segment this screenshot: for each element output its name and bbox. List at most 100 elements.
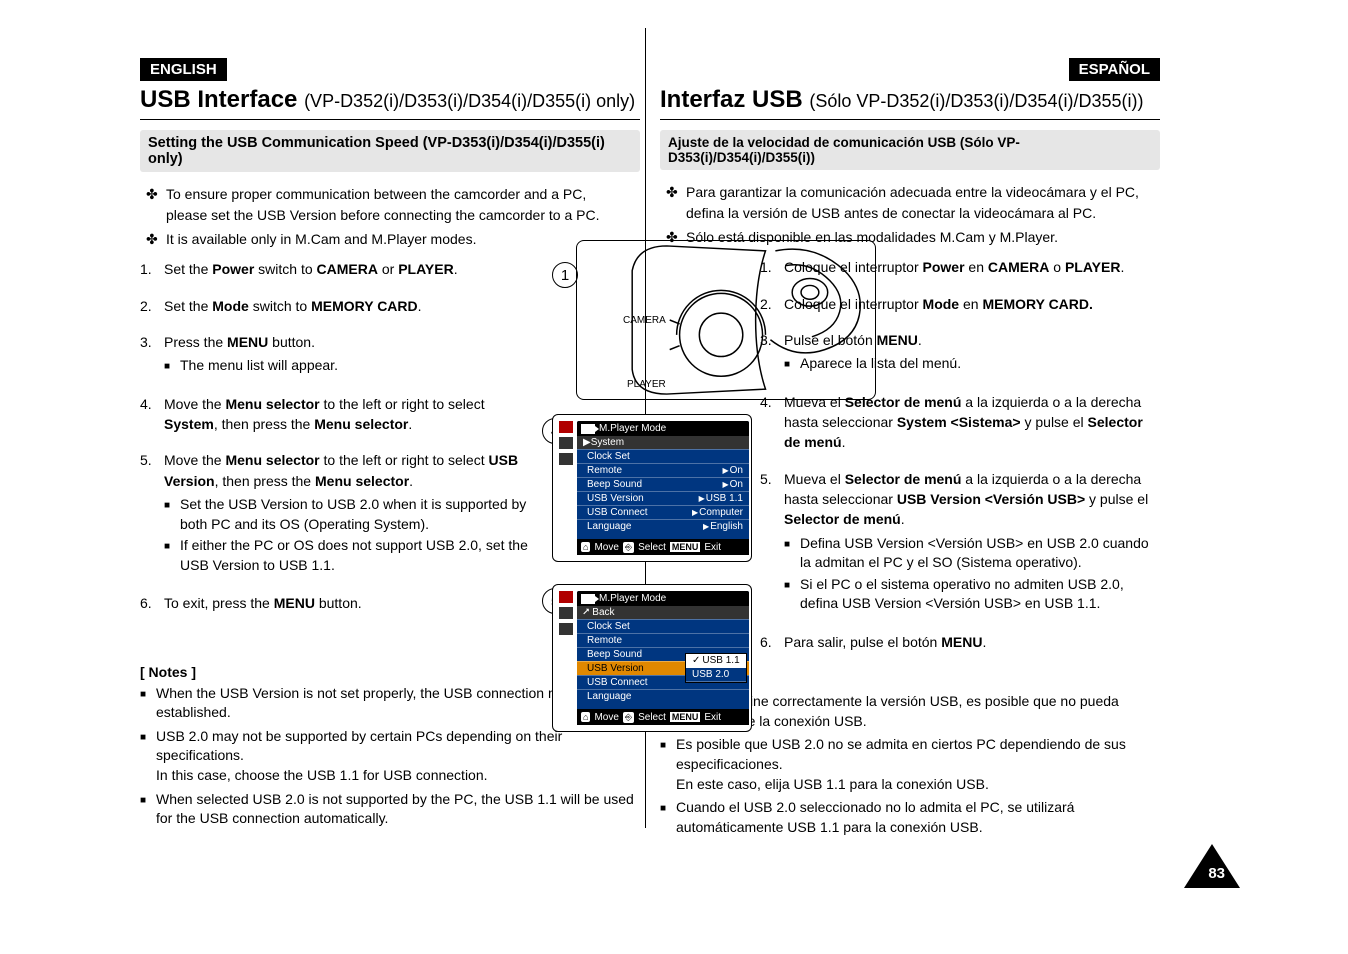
camera-icon (581, 424, 595, 434)
usb-options: USB 1.1 USB 2.0 (685, 653, 747, 683)
menu-label: USB Version (587, 493, 644, 504)
step-body: Move the Menu selector to the left or ri… (164, 450, 540, 577)
page-number: 83 (1208, 865, 1225, 882)
step-body: To exit, press the MENU button. (164, 593, 540, 613)
step-body: Set the Power switch to CAMERA or PLAYER… (164, 259, 540, 279)
menu-value: On (723, 479, 744, 490)
clover-icon: ✤ (666, 182, 680, 223)
step-item: 6.To exit, press the MENU button. (140, 593, 540, 613)
step-badge-1: 1 (552, 262, 578, 288)
square-bullet-icon: ■ (164, 536, 174, 575)
step-sub-bullets: ■ The menu list will appear. (164, 356, 540, 376)
menu-bottombar: ⌂Move ⎆Select MENUExit (577, 539, 749, 555)
dial-illustration: CAMERA PLAYER (576, 240, 876, 400)
menu-value: USB 1.1 (699, 493, 743, 504)
menu-label: USB Connect (587, 507, 648, 518)
label-select: Select (638, 712, 666, 723)
menu-value: Computer (692, 507, 743, 518)
square-bullet-icon: ■ (164, 495, 174, 534)
select-icon: ⎆ (623, 542, 634, 553)
menu-row: Beep Sound On (577, 477, 749, 491)
menu-label: Remote (587, 465, 622, 476)
menu-row: Clock Set (577, 449, 749, 463)
menu-row: Language (577, 689, 749, 703)
side-icon (559, 623, 573, 635)
tips-right: ✤Para garantizar la comunicación adecuad… (660, 182, 1150, 247)
figures: 1 CAMERA (540, 248, 880, 740)
clover-icon: ✤ (146, 229, 160, 249)
menu-row: USB Connect Computer (577, 505, 749, 519)
square-bullet-icon: ■ (140, 790, 150, 829)
step-body: Press the MENU button.■The menu list wil… (164, 332, 540, 378)
figure-menu-5: 5 M.Player Mode ⭧ Back Clock SetRemoteBe… (540, 584, 880, 740)
title-main: USB Interface (140, 86, 297, 113)
opt-usb11: USB 1.1 (686, 654, 746, 668)
menu-label: Language (587, 521, 632, 532)
title-sub: (VP-D352(i)/D353(i)/D354(i)/D355(i) only… (304, 91, 635, 111)
menu-row: LanguageEnglish (577, 519, 749, 533)
step-number: 1. (140, 259, 158, 279)
title-underline (660, 119, 1160, 120)
step-number: 3. (140, 332, 158, 378)
note-item: ■Es posible que USB 2.0 no se admita en … (660, 735, 1160, 794)
title-main: Interfaz USB (660, 86, 803, 113)
step-number: 4. (140, 394, 158, 435)
step-item: 3.Press the MENU button.■The menu list w… (140, 332, 540, 378)
menu-caption: ⭧ Back (577, 606, 749, 619)
side-icon (559, 437, 573, 449)
tip-text: To ensure proper communication between t… (166, 184, 630, 225)
menu-label: USB Connect (587, 677, 648, 688)
title-left: USB Interface (VP-D352(i)/D353(i)/D354(i… (140, 87, 640, 113)
label-exit: Exit (704, 542, 721, 553)
menu-label: Beep Sound (587, 479, 642, 490)
menu-label: USB Version (587, 663, 644, 674)
step-body: Set the Mode switch to MEMORY CARD. (164, 296, 540, 316)
menu-mode: M.Player Mode (599, 593, 666, 604)
title-sub: (Sólo VP-D352(i)/D353(i)/D354(i)/D355(i)… (809, 91, 1143, 111)
menu-label: Clock Set (587, 451, 630, 462)
menu-label: Clock Set (587, 621, 630, 632)
tips-left: ✤ To ensure proper communication between … (140, 184, 630, 249)
move-icon: ⌂ (581, 712, 590, 722)
menu-row: Remote (577, 633, 749, 647)
camera-icon (581, 594, 595, 604)
note-text: When selected USB 2.0 is not supported b… (156, 790, 640, 829)
menu-mode: M.Player Mode (599, 423, 666, 434)
step-item: 2.Set the Mode switch to MEMORY CARD. (140, 296, 540, 316)
menu-bottombar: ⌂Move ⎆Select MENUExit (577, 709, 749, 725)
square-bullet-icon: ■ (140, 684, 150, 723)
step-body: Move the Menu selector to the left or ri… (164, 394, 540, 435)
step-number: 5. (140, 450, 158, 577)
label-player: PLAYER (627, 379, 666, 390)
lang-tag-es: ESPAÑOL (1069, 58, 1160, 81)
menu-icon: MENU (670, 712, 701, 722)
menu-row: Remote On (577, 463, 749, 477)
square-bullet-icon: ■ (660, 735, 670, 794)
square-bullet-icon: ■ (660, 798, 670, 837)
lang-tag-en: ENGLISH (140, 58, 227, 81)
figure-power-dial: 1 CAMERA (540, 248, 880, 408)
square-bullet-icon: ■ (164, 356, 174, 376)
menu-label: Language (587, 691, 632, 702)
menu-caption: ▶System (577, 436, 749, 449)
menu-value (742, 451, 743, 462)
figure-menu-4: 4 M.Player Mode ▶System Clock SetRemoteO… (540, 414, 880, 570)
menu-screen-4: M.Player Mode ▶System Clock SetRemoteOnB… (552, 414, 752, 562)
title-right: Interfaz USB (Sólo VP-D352(i)/D353(i)/D3… (660, 87, 1160, 113)
steps-left: 1. Set the Power switch to CAMERA or PLAY… (140, 259, 540, 613)
sub-bullet: ■ The menu list will appear. (164, 356, 540, 376)
side-icon (559, 453, 573, 465)
step-sub-bullets: ■Set the USB Version to USB 2.0 when it … (164, 495, 540, 575)
sub-text: The menu list will appear. (180, 356, 338, 376)
step-item: 1. Set the Power switch to CAMERA or PLAY… (140, 259, 540, 279)
note-text: Es posible que USB 2.0 no se admita en c… (676, 735, 1160, 794)
label-move: Move (594, 712, 618, 723)
square-bullet-icon: ■ (140, 727, 150, 786)
side-icon (559, 421, 573, 433)
menu-label: Remote (587, 635, 622, 646)
menu-value: On (723, 465, 744, 476)
menu-label: Beep Sound (587, 649, 642, 660)
sub-bullet: ■Set the USB Version to USB 2.0 when it … (164, 495, 540, 534)
step-item: 4.Move the Menu selector to the left or … (140, 394, 540, 435)
section-head-right: Ajuste de la velocidad de comunicación U… (660, 130, 1160, 170)
